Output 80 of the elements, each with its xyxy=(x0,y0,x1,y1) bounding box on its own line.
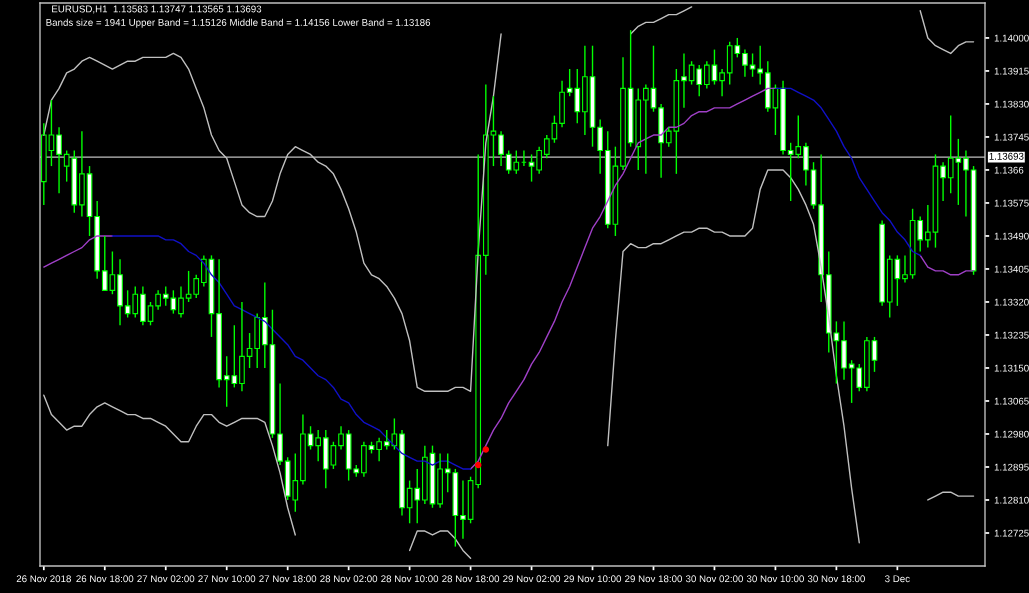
candlestick xyxy=(620,56,626,171)
x-tick-label: 28 Nov 02:00 xyxy=(320,575,378,583)
x-tick-label: 26 Nov 18:00 xyxy=(76,575,134,583)
y-tick-label: 1.12980 xyxy=(994,430,1029,438)
candlestick xyxy=(864,336,870,392)
y-tick-label: 1.12895 xyxy=(994,463,1029,471)
candlestick xyxy=(437,452,443,509)
candlestick xyxy=(94,200,100,280)
x-tick-label: 26 Nov 2018 xyxy=(16,575,71,583)
candlestick xyxy=(940,161,946,202)
y-tick-label: 1.1366 xyxy=(994,166,1024,174)
candlestick xyxy=(703,60,710,90)
candlestick xyxy=(757,45,764,86)
candlestick xyxy=(780,79,786,156)
candlestick xyxy=(818,153,824,303)
x-tick-label: 3 Dec xyxy=(885,575,910,583)
y-tick-label: 1.13320 xyxy=(994,298,1029,306)
candlestick xyxy=(376,437,382,462)
candlestick xyxy=(490,95,497,167)
chart-title: EURUSD,H1 1.13583 1.13747 1.13565 1.13693 xyxy=(52,5,262,14)
candlestick xyxy=(963,149,969,218)
x-tick-label: 27 Nov 02:00 xyxy=(137,575,195,583)
candlestick xyxy=(216,258,222,389)
x-tick-label: 29 Nov 18:00 xyxy=(625,575,683,583)
candlestick xyxy=(155,289,161,311)
y-tick-label: 1.13235 xyxy=(994,331,1029,339)
candlestick xyxy=(117,258,123,326)
candlestick xyxy=(643,83,649,175)
candlestick xyxy=(841,320,847,381)
y-tick-label: 1.13490 xyxy=(994,232,1029,240)
y-tick-label: 1.13065 xyxy=(994,397,1029,405)
candlestick xyxy=(879,219,885,307)
candlestick xyxy=(925,204,931,249)
x-tick-label: 27 Nov 18:00 xyxy=(259,575,317,583)
candlestick xyxy=(79,130,85,218)
candlestick xyxy=(315,429,322,462)
candlestick xyxy=(582,45,588,136)
candlestick xyxy=(597,118,603,175)
y-tick-label: 1.14000 xyxy=(994,34,1029,42)
ref-line-label: 1.13693 xyxy=(989,152,1024,160)
x-tick-label: 29 Nov 10:00 xyxy=(564,575,622,583)
candlestick xyxy=(399,429,405,517)
y-tick-label: 1.13150 xyxy=(994,364,1029,372)
x-tick-label: 29 Nov 02:00 xyxy=(503,575,561,583)
candlestick xyxy=(361,441,367,478)
candlestick xyxy=(422,444,428,505)
y-tick-label: 1.12810 xyxy=(994,496,1029,504)
candlestick xyxy=(681,52,687,109)
candlestick xyxy=(239,301,245,392)
y-tick-label: 1.12725 xyxy=(994,529,1029,537)
candlestick xyxy=(498,130,504,167)
candlestick xyxy=(742,48,748,78)
y-tick-label: 1.13745 xyxy=(994,133,1029,141)
candlestick xyxy=(140,285,146,326)
x-tick-label: 30 Nov 02:00 xyxy=(685,575,743,583)
candlestick xyxy=(536,145,543,175)
candlestick xyxy=(658,103,664,179)
x-tick-label: 27 Nov 10:00 xyxy=(198,575,256,583)
x-tick-label: 28 Nov 10:00 xyxy=(381,575,439,583)
y-tick-label: 1.13575 xyxy=(994,199,1029,207)
candlestick xyxy=(56,126,62,194)
candlestick xyxy=(338,425,344,451)
candlestick xyxy=(719,68,725,97)
candlestick xyxy=(201,254,207,288)
candlestick xyxy=(902,254,908,284)
candlestick xyxy=(277,382,283,466)
x-tick-label: 30 Nov 18:00 xyxy=(807,575,865,583)
candlestick xyxy=(803,142,809,187)
x-tick-label: 28 Nov 18:00 xyxy=(442,575,500,583)
y-tick-label: 1.13405 xyxy=(994,265,1029,273)
y-tick-label: 1.13915 xyxy=(994,67,1029,75)
x-tick-label: 30 Nov 10:00 xyxy=(746,575,804,583)
candlestick xyxy=(559,79,565,128)
y-tick-label: 1.13830 xyxy=(994,100,1029,108)
candlestick xyxy=(482,83,489,276)
candlestick xyxy=(178,285,184,319)
candlestick xyxy=(261,281,268,369)
candlestick xyxy=(300,413,306,486)
text: Bands size = 1941 Upper Band = 1.15126 Middle Band = 1.14156 Lower Band = 1.13186 xyxy=(46,18,431,28)
candlestick xyxy=(460,479,466,540)
